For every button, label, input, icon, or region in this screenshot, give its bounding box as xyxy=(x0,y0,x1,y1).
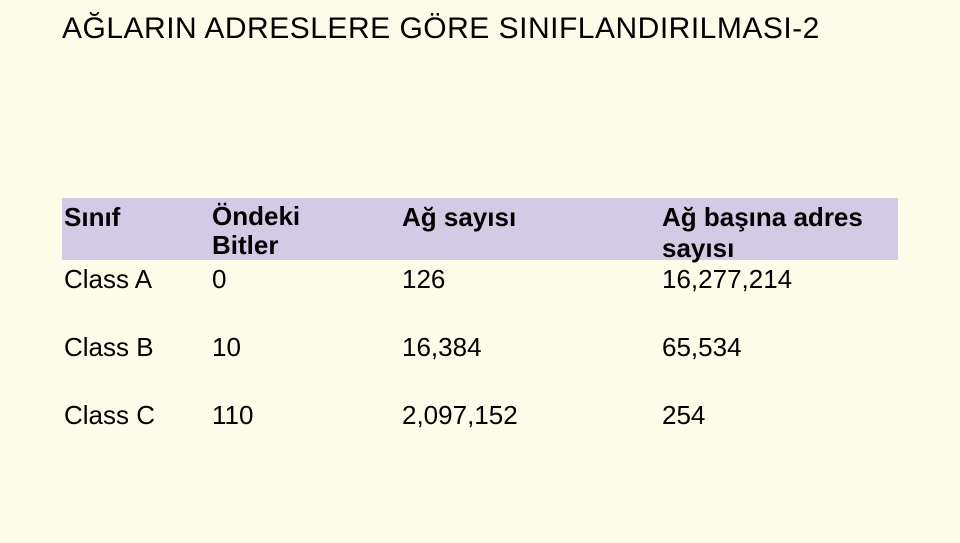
table-header-row: Sınıf ÖndekiBitler Ağ sayısı Ağ başına a… xyxy=(62,198,898,260)
cell-addrcount: 254 xyxy=(662,396,898,431)
class-table: Sınıf ÖndekiBitler Ağ sayısı Ağ başına a… xyxy=(62,198,898,464)
cell-class: Class A xyxy=(62,260,212,295)
cell-bits: 110 xyxy=(212,396,402,431)
table-row: Class A 0 126 16,277,214 xyxy=(62,260,898,328)
cell-netcount: 126 xyxy=(402,260,662,295)
cell-bits: 10 xyxy=(212,328,402,363)
header-ag-basina-adres: Ağ başına adres sayısı xyxy=(662,198,898,264)
cell-addrcount: 65,534 xyxy=(662,328,898,363)
cell-addrcount: 16,277,214 xyxy=(662,260,898,295)
cell-class: Class C xyxy=(62,396,212,431)
header-sinif: Sınıf xyxy=(62,198,212,233)
header-ag-sayisi: Ağ sayısı xyxy=(402,198,662,233)
cell-bits: 0 xyxy=(212,260,402,295)
table-row: Class C 110 2,097,152 254 xyxy=(62,396,898,464)
cell-netcount: 2,097,152 xyxy=(402,396,662,431)
header-ondeki-bitler: ÖndekiBitler xyxy=(212,198,402,259)
cell-netcount: 16,384 xyxy=(402,328,662,363)
cell-class: Class B xyxy=(62,328,212,363)
slide-title: AĞLARIN ADRESLERE GÖRE SINIFLANDIRILMASI… xyxy=(62,12,820,46)
table-row: Class B 10 16,384 65,534 xyxy=(62,328,898,396)
